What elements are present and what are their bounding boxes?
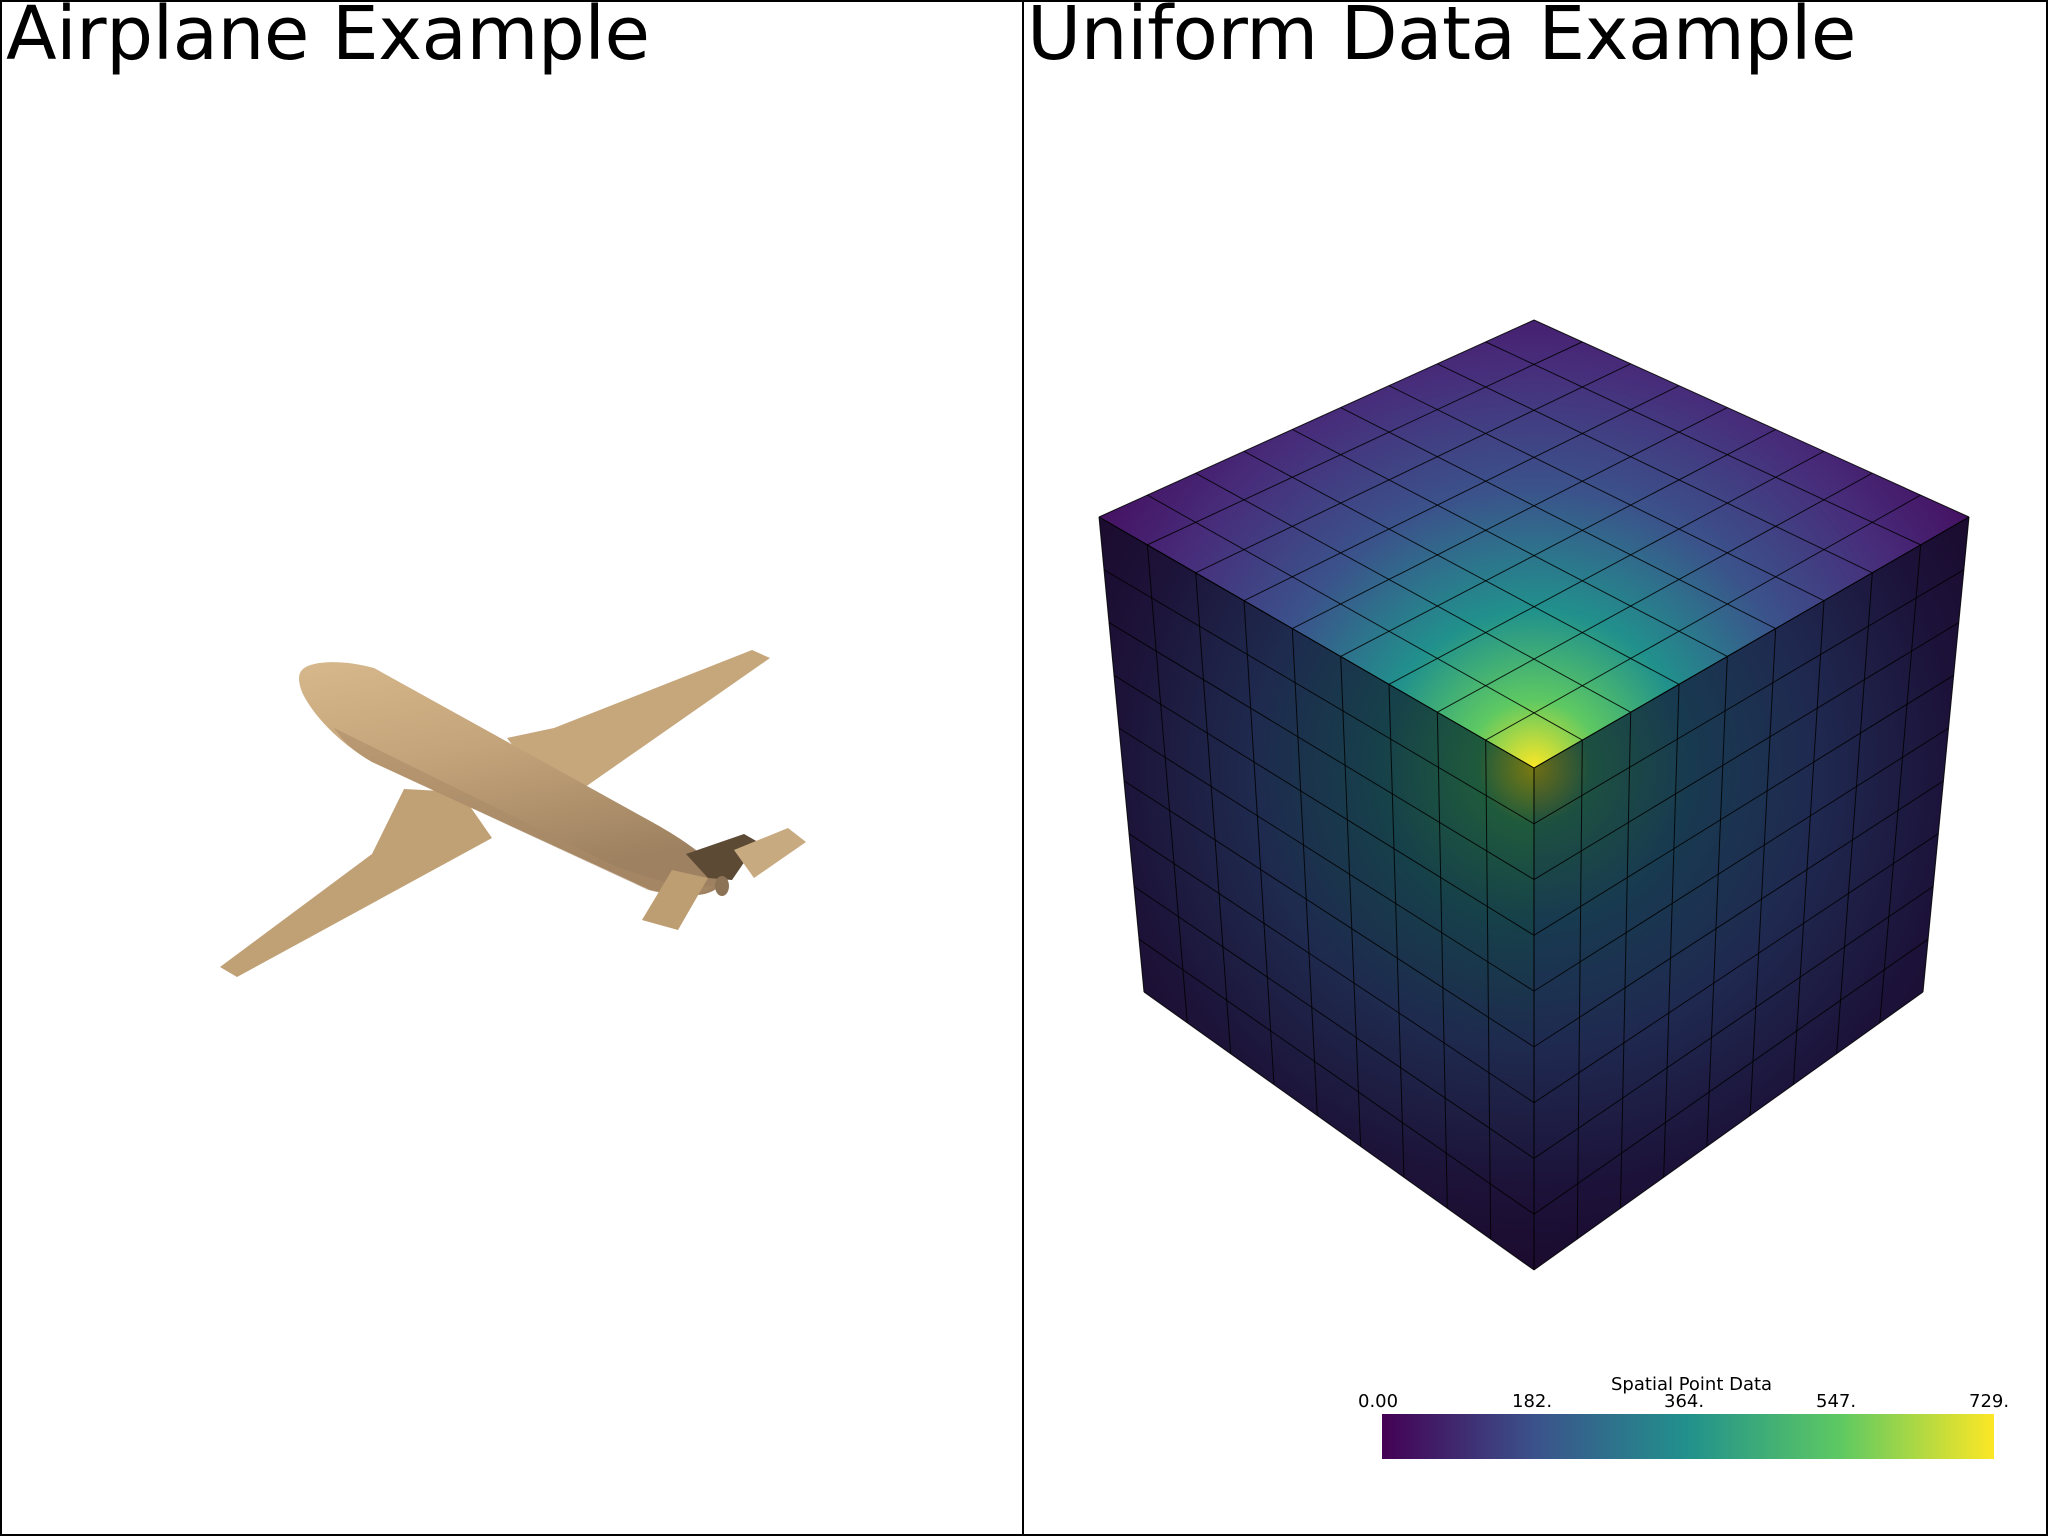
airplane-render (220, 650, 806, 977)
grid-edge (1437, 472, 1873, 713)
viewport-title: Airplane Example (6, 0, 650, 77)
scalar-bar-tick: 547. (1816, 1391, 1857, 1412)
grid-edge (1098, 516, 1535, 769)
grid-edge (1146, 544, 1188, 1023)
grid-edge (1113, 674, 1535, 936)
grid-edge (1485, 740, 1492, 1240)
grid-edge (1340, 429, 1776, 657)
grid-edge (1292, 407, 1728, 630)
scalar-bar-tick: 182. (1512, 1391, 1553, 1412)
grid-edge (1533, 886, 1934, 1159)
grid-edge (1749, 628, 1777, 1116)
grid-edge (1485, 341, 1921, 546)
uniform-grid-cube (1098, 319, 1970, 1271)
scalar-bar-title: Spatial Point Data (1611, 1374, 1773, 1395)
grid-edge (1147, 341, 1583, 546)
grid-edge (1291, 628, 1318, 1116)
grid-edge (1138, 938, 1535, 1215)
grid-edge (1388, 385, 1825, 602)
airplane-stabilizer-left (642, 870, 708, 930)
grid-edge (1533, 780, 1944, 1048)
grid-edge (1243, 385, 1680, 602)
grid-edge (1098, 516, 1145, 993)
grid-edge (1533, 727, 1949, 992)
grid-edge (1388, 684, 1405, 1178)
grid-edge (1792, 600, 1825, 1085)
grid-edge (1195, 572, 1232, 1054)
grid-edge (1133, 886, 1535, 1159)
grid-edge (1143, 991, 1535, 1271)
grid-edge (1879, 544, 1922, 1023)
grid-edge (1436, 712, 1448, 1209)
airplane-tail-cone (715, 876, 729, 896)
grid-edge (1340, 656, 1362, 1147)
viewport-title: Uniform Data Example (1027, 0, 1856, 77)
grid-edge (1340, 407, 1776, 630)
grid-edge (1533, 991, 1924, 1271)
grid-edge (1147, 494, 1583, 741)
scalar-bar-colorbar (1382, 1414, 1994, 1459)
grid-edge (1243, 600, 1275, 1085)
grid-edge (1533, 938, 1929, 1215)
grid-edge (1533, 516, 1970, 769)
grid-edge (1098, 319, 1535, 518)
grid-edge (1437, 363, 1873, 574)
grid-edge (1123, 780, 1535, 1048)
scalar-bar-tick: 0.00 (1358, 1391, 1399, 1412)
grid-edge (1195, 472, 1631, 713)
grid-edge (1706, 656, 1728, 1147)
airplane-left-wing (220, 789, 492, 977)
grid-edge (1292, 429, 1728, 657)
grid-edge (1118, 727, 1535, 992)
grid-edge (1533, 833, 1939, 1104)
grid-edge (1243, 450, 1680, 685)
grid-edge (1619, 712, 1632, 1209)
cube-grid-lines (1098, 319, 1970, 1271)
grid-edge (1576, 740, 1583, 1240)
viewport-airplane[interactable]: Airplane Example (0, 0, 1024, 1536)
airplane-fuselage (299, 662, 722, 896)
cube-top-face (1099, 320, 1969, 768)
scalar-bar-tick: 729. (1969, 1391, 2010, 1412)
grid-edge (1195, 363, 1631, 574)
grid-edge (1922, 516, 1970, 993)
viewport-uniform-data[interactable]: Uniform Data Example (1024, 0, 2048, 1536)
scalar-bar-tick: 364. (1664, 1391, 1705, 1412)
grid-edge (1663, 684, 1680, 1178)
airplane-stabilizer-right (734, 828, 806, 878)
grid-edge (1485, 494, 1921, 741)
airplane-tail-fin (686, 834, 758, 880)
grid-edge (1533, 674, 1954, 936)
grid-edge (1128, 833, 1535, 1104)
grid-edge (1533, 569, 1965, 825)
grid-edge (1103, 569, 1535, 825)
grid-edge (1533, 622, 1960, 880)
grid-edge (1108, 622, 1535, 880)
grid-edge (1836, 572, 1873, 1054)
airplane-right-wing (507, 650, 770, 792)
grid-edge (1533, 319, 1970, 518)
grid-edge (1388, 450, 1825, 685)
